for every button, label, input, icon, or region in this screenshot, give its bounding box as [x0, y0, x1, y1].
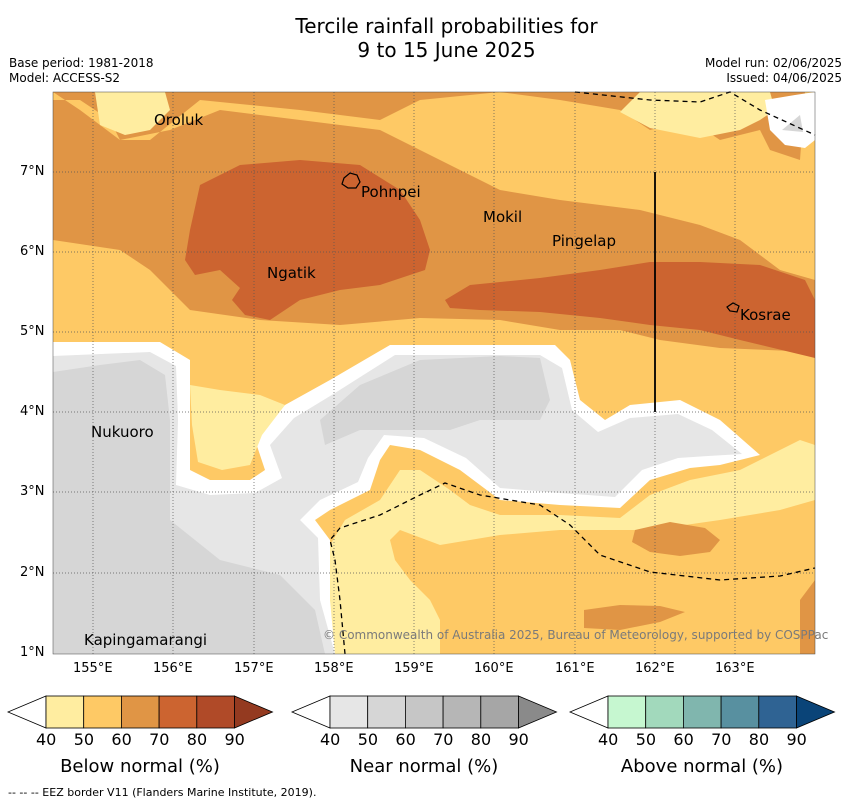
colorbar-segment — [329, 695, 369, 729]
model-name: Model: ACCESS-S2 — [9, 71, 121, 85]
field-below-60-east — [800, 580, 815, 654]
place-label-kapingamarangi: Kapingamarangi — [84, 631, 208, 649]
eez-borders — [329, 91, 816, 655]
colorbar-tick: 40 — [598, 730, 619, 749]
colorbar-min-triangle — [568, 695, 609, 729]
colorbar-segment — [121, 695, 160, 729]
colorbar-segment — [196, 695, 235, 729]
field-near-40-ne — [765, 92, 815, 148]
colorbar-max-triangle — [234, 695, 274, 729]
map-gridlines — [53, 92, 815, 654]
place-label-oroluk: Oroluk — [154, 111, 204, 129]
colorbar-tick: 50 — [635, 730, 657, 749]
colorbar-segment — [645, 695, 684, 729]
colorbar-tick: 70 — [149, 730, 170, 749]
colorbar-segment — [683, 695, 722, 729]
lon-tick-161e: 161°E — [555, 661, 595, 676]
colorbar-segment — [45, 695, 85, 729]
title-line-1: Tercile rainfall probabilities for — [295, 14, 598, 38]
colorbar-tick: 60 — [673, 730, 694, 749]
colorbar-segment — [720, 695, 760, 729]
lon-tick-160e: 160°E — [474, 661, 514, 676]
field-below-70-pohnpei — [185, 160, 430, 320]
colorbar-tick: 70 — [711, 730, 732, 749]
field-below-60-south-2 — [584, 605, 685, 630]
lon-tick-155e: 155°E — [73, 661, 113, 676]
place-label-nukuoro: Nukuoro — [91, 423, 154, 441]
probability-fields — [53, 92, 815, 654]
colorbar-segment — [480, 695, 519, 729]
colorbar-tick: 50 — [73, 730, 95, 749]
place-label-pohnpei: Pohnpei — [361, 183, 421, 201]
colorbar-tick: 90 — [508, 730, 529, 749]
colorbar-tick: 70 — [433, 730, 454, 749]
colorbar-segment — [367, 695, 406, 729]
field-below-40-south — [330, 440, 815, 654]
colorbar-above-normal — [568, 695, 836, 729]
base-period: Base period: 1981-2018 — [9, 56, 154, 70]
issued-date: Issued: 04/06/2025 — [726, 71, 842, 85]
colorbar-tick: 90 — [224, 730, 245, 749]
lon-tick-159e: 159°E — [394, 661, 434, 676]
place-label-ngatik: Ngatik — [267, 264, 316, 282]
colorbar-near-normal — [290, 695, 558, 729]
field-below-70-kosrae — [445, 262, 815, 358]
colorbar-min-triangle — [6, 695, 47, 729]
colorbar-tick: 40 — [320, 730, 341, 749]
lon-tick-163e: 163°E — [715, 661, 755, 676]
colorbar-segment — [158, 695, 198, 729]
field-below-40-north — [620, 92, 775, 138]
lat-tick-1n: 1°N — [20, 645, 45, 660]
field-below-40-oroluk — [95, 92, 170, 135]
lat-tick-7n: 7°N — [20, 164, 45, 179]
lon-tick-158e: 158°E — [314, 661, 354, 676]
colorbar-tick: 60 — [111, 730, 132, 749]
eez-footnote: -- -- -- EEZ border V11 (Flanders Marine… — [8, 786, 317, 799]
lat-tick-6n: 6°N — [20, 244, 45, 259]
colorbar-below-normal — [6, 695, 274, 729]
colorbar-label-above: Above normal (%) — [620, 756, 784, 777]
colorbar-segment — [442, 695, 482, 729]
colorbars — [6, 695, 836, 729]
lat-tick-5n: 5°N — [20, 324, 45, 339]
field-below-40-mid — [190, 385, 285, 470]
lat-tick-4n: 4°N — [20, 404, 45, 419]
colorbar-tick: 80 — [470, 730, 492, 749]
field-near-50-ne — [782, 115, 803, 132]
kosrae-island-outline — [726, 302, 740, 313]
map-frame — [52, 91, 816, 655]
colorbar-label-near: Near normal (%) — [349, 756, 499, 777]
place-label-mokil: Mokil — [483, 208, 523, 226]
place-label-kosrae: Kosrae — [740, 306, 791, 324]
copyright-notice: © Commonwealth of Australia 2025, Bureau… — [323, 628, 829, 642]
colorbar-min-triangle — [290, 695, 331, 729]
colorbar-max-triangle — [796, 695, 836, 729]
colorbar-tick: 80 — [186, 730, 208, 749]
pohnpei-island-outline — [341, 172, 361, 189]
colorbar-segment — [607, 695, 647, 729]
lon-tick-156e: 156°E — [153, 661, 193, 676]
place-label-pingelap: Pingelap — [552, 232, 617, 250]
field-below-60-south-1 — [632, 522, 720, 556]
colorbar-tick: 80 — [748, 730, 770, 749]
lon-tick-157e: 157°E — [234, 661, 274, 676]
field-near-50-center — [320, 356, 550, 445]
colorbar-segment — [758, 695, 797, 729]
colorbar-max-triangle — [518, 695, 558, 729]
lat-tick-3n: 3°N — [20, 484, 45, 499]
colorbar-segment — [404, 695, 444, 729]
colorbar-label-below: Below normal (%) — [60, 756, 220, 777]
colorbar-tick: 50 — [357, 730, 379, 749]
colorbar-segment — [83, 695, 122, 729]
colorbar-tick: 40 — [36, 730, 57, 749]
field-near-50-west — [53, 360, 325, 654]
colorbar-tick: 60 — [395, 730, 416, 749]
model-run: Model run: 02/06/2025 — [704, 56, 842, 70]
colorbar-tick: 90 — [786, 730, 807, 749]
lat-tick-2n: 2°N — [20, 565, 45, 580]
title-line-2: 9 to 15 June 2025 — [357, 38, 536, 62]
lon-tick-162e: 162°E — [635, 661, 675, 676]
